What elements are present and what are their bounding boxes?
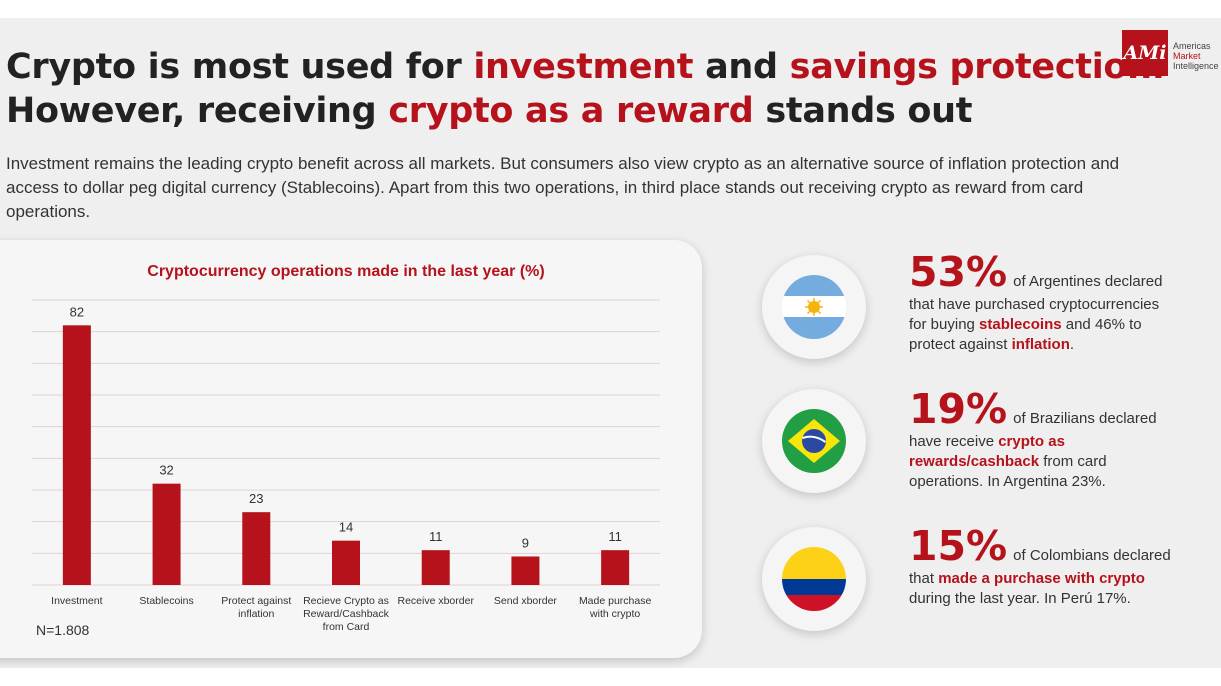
- page-subtitle: Investment remains the leading crypto be…: [6, 154, 1120, 221]
- stat-text: that have purchased cryptocurrencies: [909, 296, 1160, 313]
- colombia-flag-icon: [782, 547, 846, 611]
- category-label: Send xborder: [494, 595, 558, 607]
- data-label: 11: [608, 529, 622, 544]
- chart-card: Cryptocurrency operations made in the la…: [0, 240, 702, 658]
- stat-heading: of Argentines declared: [1013, 273, 1163, 290]
- stat-text: .: [1069, 336, 1075, 353]
- stat-argentina: 53% of Argentines declared that have purc…: [909, 250, 1162, 355]
- bar: [242, 512, 271, 585]
- colombia-flag-badge: [762, 527, 866, 631]
- bar: [62, 325, 91, 585]
- stat-line: rewards/cashback from card: [909, 452, 1157, 472]
- stat-body: that have purchased cryptocurrencies for …: [909, 295, 1162, 355]
- stat-line: protect against inflation.: [909, 335, 1162, 355]
- stat-text: and 46% to: [1061, 316, 1142, 333]
- stat-highlight: stablecoins: [979, 316, 1062, 333]
- stat-highlight: rewards/cashback: [909, 453, 1040, 470]
- category-label: Protect against inflation: [221, 595, 291, 620]
- data-label: 14: [339, 520, 353, 535]
- category-label: Made purchase with crypto: [579, 595, 652, 620]
- category-label-line: Made purchase: [579, 595, 652, 607]
- category-label-line: Send xborder: [494, 595, 558, 607]
- sample-size-note: N=1.808: [36, 622, 90, 638]
- stat-heading: of Brazilians declared: [1013, 410, 1157, 427]
- stat-text: have receive: [909, 433, 999, 450]
- stat-line: during the last year. In Perú 17%.: [909, 589, 1171, 609]
- bar: [152, 483, 181, 585]
- argentina-flag-badge: [762, 255, 866, 359]
- page-title: Crypto is most used for investment and s…: [6, 45, 1165, 133]
- title-line-1: Crypto is most used for investment and s…: [6, 47, 1165, 87]
- stat-value: 19%: [909, 385, 1008, 433]
- chart-title: Cryptocurrency operations made in the la…: [147, 263, 544, 280]
- bar-chart: Cryptocurrency operations made in the la…: [32, 263, 660, 638]
- stat-highlight: made a purchase with crypto: [938, 570, 1145, 587]
- category-label-line: Reward/Cashback: [303, 608, 390, 620]
- category-label: Investment: [51, 595, 102, 607]
- category-label-line: Protect against: [221, 595, 291, 607]
- argentina-flag-icon: [782, 275, 846, 339]
- category-label: Receive xborder: [397, 595, 474, 607]
- stat-body: that made a purchase with crypto during t…: [909, 569, 1171, 609]
- brazil-flag-icon: [782, 409, 846, 473]
- bar: [511, 556, 540, 585]
- title-line-2: However, receiving crypto as a reward st…: [6, 91, 973, 131]
- ami-logo: AMi Americas Market Intelligence: [1122, 30, 1221, 80]
- stat-text: operations. In Argentina 23%.: [909, 473, 1106, 490]
- stat-value: 53%: [909, 248, 1008, 296]
- stat-highlight: crypto as: [998, 433, 1065, 450]
- stat-line: have receive crypto as: [909, 432, 1157, 452]
- bar: [601, 550, 630, 585]
- stat-line: that made a purchase with crypto: [909, 569, 1171, 589]
- stat-text: during the last year. In Perú 17%.: [909, 590, 1131, 607]
- category-label: Stablecoins: [139, 595, 193, 607]
- category-label-line: with crypto: [589, 608, 640, 620]
- category-label: Recieve Crypto as Reward/Cashback from Car…: [303, 595, 390, 633]
- category-label-line: Recieve Crypto as: [303, 595, 389, 607]
- stat-brazil: 19% of Brazilians declared have receive c…: [909, 387, 1157, 492]
- data-label: 32: [159, 463, 173, 478]
- stat-heading: of Colombians declared: [1013, 547, 1171, 564]
- stat-text: for buying: [909, 316, 980, 333]
- bar: [332, 540, 360, 585]
- stat-body: have receive crypto as rewards/cashback f…: [909, 432, 1157, 492]
- data-label: 11: [429, 529, 443, 544]
- category-label-line: from Card: [323, 621, 370, 633]
- category-label-line: inflation: [238, 608, 274, 620]
- stat-line: for buying stablecoins and 46% to: [909, 315, 1162, 335]
- data-label: 82: [70, 304, 84, 319]
- logo-mark: AMi: [1122, 30, 1168, 76]
- stat-highlight: inflation: [1011, 336, 1070, 353]
- stat-value: 15%: [909, 522, 1008, 570]
- brazil-flag-badge: [762, 389, 866, 493]
- stat-line: operations. In Argentina 23%.: [909, 472, 1157, 492]
- category-label-line: Stablecoins: [139, 595, 193, 607]
- stat-line: that have purchased cryptocurrencies: [909, 295, 1162, 315]
- stat-text: protect against: [909, 336, 1012, 353]
- stat-text: that: [909, 570, 939, 587]
- logo-text: Americas Market Intelligence: [1173, 41, 1219, 71]
- stat-text: from card: [1039, 453, 1107, 470]
- bar: [421, 550, 450, 585]
- data-label: 9: [522, 536, 529, 551]
- category-label-line: Receive xborder: [397, 595, 474, 607]
- stat-colombia: 15% of Colombians declared that made a pu…: [909, 524, 1171, 609]
- data-label: 23: [249, 491, 263, 506]
- category-label-line: Investment: [51, 595, 102, 607]
